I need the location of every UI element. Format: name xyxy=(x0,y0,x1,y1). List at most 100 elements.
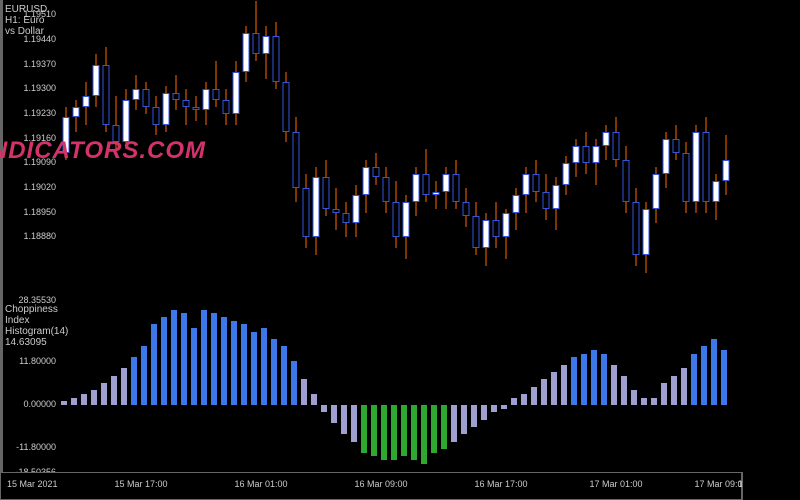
histogram-bar xyxy=(681,368,687,405)
candlestick xyxy=(531,1,540,301)
candlestick xyxy=(661,1,670,301)
histogram-bar xyxy=(481,405,487,420)
histogram-bar xyxy=(261,328,267,405)
histogram-bar xyxy=(401,405,407,456)
histogram-bar xyxy=(511,398,517,405)
histogram-bar xyxy=(411,405,417,460)
histogram-bar xyxy=(371,405,377,456)
candlestick xyxy=(431,1,440,301)
candlestick xyxy=(331,1,340,301)
histogram-bar xyxy=(431,405,437,453)
histogram-bar xyxy=(491,405,497,412)
x-tick-label: 16 Mar 17:00 xyxy=(474,479,527,489)
histogram-bar xyxy=(161,317,167,405)
candlestick xyxy=(691,1,700,301)
chart-window: EURUSD, H1: Euro vs Dollar TOP-TRADING-I… xyxy=(0,0,800,500)
candlestick xyxy=(581,1,590,301)
candlestick xyxy=(461,1,470,301)
histogram-bar xyxy=(241,324,247,405)
candlestick xyxy=(291,1,300,301)
histogram-bar xyxy=(551,372,557,405)
histogram-bar xyxy=(271,339,277,405)
histogram-bar xyxy=(221,317,227,405)
candlestick xyxy=(411,1,420,301)
candlestick xyxy=(271,1,280,301)
histogram-bar xyxy=(111,376,117,405)
histogram-bar xyxy=(721,350,727,405)
watermark: TOP-TRADING-INDICATORS.COM xyxy=(0,137,206,165)
candlestick xyxy=(281,1,290,301)
candlestick xyxy=(541,1,550,301)
y-tick-label: 0.00000 xyxy=(23,399,56,409)
histogram-bar xyxy=(131,357,137,405)
y-tick-label: 1.19370 xyxy=(23,59,56,69)
histogram-bar xyxy=(471,405,477,427)
candlestick xyxy=(371,1,380,301)
candlestick xyxy=(341,1,350,301)
histogram-bar xyxy=(201,310,207,405)
y-tick-label: 1.18950 xyxy=(23,207,56,217)
histogram-bar xyxy=(381,405,387,460)
candlestick xyxy=(441,1,450,301)
y-tick-label: 1.19300 xyxy=(23,83,56,93)
candlestick xyxy=(401,1,410,301)
histogram-bar xyxy=(311,394,317,405)
histogram-bar xyxy=(91,390,97,405)
histogram-bar xyxy=(571,357,577,405)
candlestick xyxy=(681,1,690,301)
candlestick xyxy=(611,1,620,301)
candlestick xyxy=(561,1,570,301)
axis-corner xyxy=(742,472,800,500)
histogram-bar xyxy=(451,405,457,442)
histogram-bar xyxy=(461,405,467,434)
x-tick-label: 15 Mar 17:00 xyxy=(114,479,167,489)
histogram-bar xyxy=(321,405,327,412)
histogram-bar xyxy=(361,405,367,453)
candlestick xyxy=(501,1,510,301)
histogram-bar xyxy=(501,405,507,409)
time-x-axis: 15 Mar 202115 Mar 17:0016 Mar 01:0016 Ma… xyxy=(0,472,742,500)
histogram-bar xyxy=(581,354,587,405)
histogram-bar xyxy=(591,350,597,405)
histogram-bar xyxy=(291,361,297,405)
histogram-bar xyxy=(421,405,427,464)
chart-title: EURUSD, H1: Euro vs Dollar xyxy=(5,4,50,37)
y-tick-label: -11.80000 xyxy=(16,442,56,452)
chart-area: EURUSD, H1: Euro vs Dollar TOP-TRADING-I… xyxy=(0,0,800,500)
candlestick xyxy=(591,1,600,301)
candlestick xyxy=(521,1,530,301)
y-tick-label: 11.80000 xyxy=(19,356,56,366)
histogram-bar xyxy=(341,405,347,434)
x-tick-label: 16 Mar 09:00 xyxy=(354,479,407,489)
histogram-bar xyxy=(691,354,697,405)
candlestick xyxy=(631,1,640,301)
candlestick xyxy=(321,1,330,301)
histogram-bar xyxy=(711,339,717,405)
y-tick-label: 1.19230 xyxy=(23,108,56,118)
candlestick xyxy=(601,1,610,301)
candlestick xyxy=(511,1,520,301)
candlestick xyxy=(421,1,430,301)
histogram-bar xyxy=(541,379,547,405)
histogram-bar xyxy=(621,376,627,405)
histogram-bar xyxy=(231,321,237,405)
candlestick xyxy=(231,1,240,301)
histogram-bar xyxy=(101,383,107,405)
histogram-bar xyxy=(181,313,187,405)
histogram-bar xyxy=(521,394,527,405)
histogram-bar xyxy=(391,405,397,460)
candlestick xyxy=(241,1,250,301)
histogram-bar xyxy=(81,394,87,405)
histogram-bar xyxy=(61,401,67,405)
histogram-bar xyxy=(151,324,157,405)
candlestick xyxy=(651,1,660,301)
candlestick xyxy=(391,1,400,301)
histogram-bar xyxy=(251,332,257,405)
histogram-bar xyxy=(351,405,357,442)
indicator-title: Choppiness Index Histogram(14) 14.63095 xyxy=(5,304,68,348)
histogram-bar xyxy=(121,368,127,405)
histogram-bar xyxy=(141,346,147,405)
histogram-bar xyxy=(171,310,177,405)
candlestick xyxy=(481,1,490,301)
candlestick xyxy=(381,1,390,301)
